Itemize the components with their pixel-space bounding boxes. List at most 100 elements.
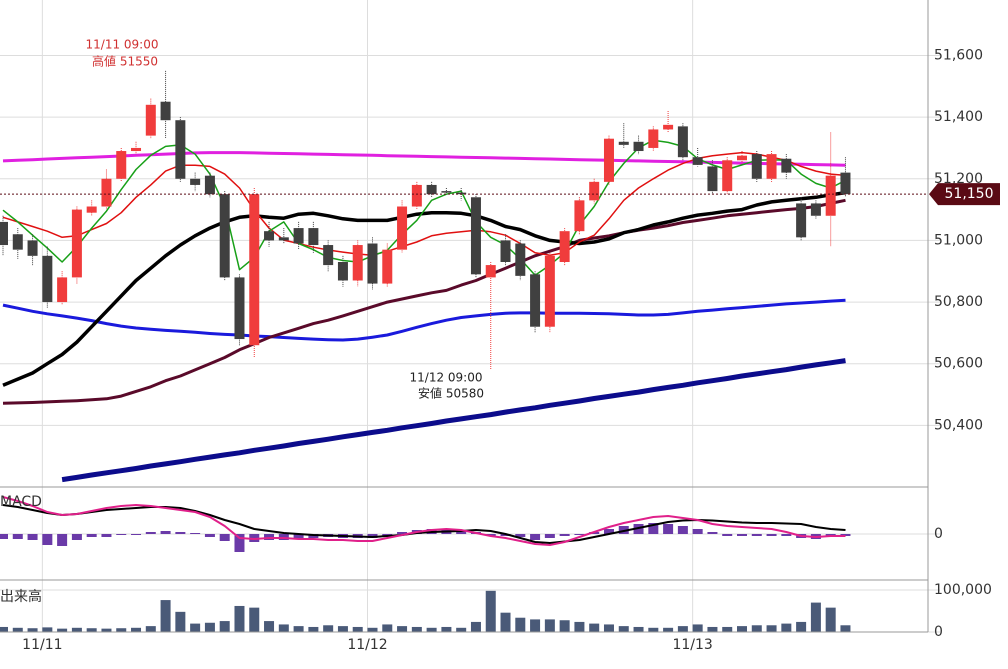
candle-body (219, 194, 230, 278)
volume-bar (131, 627, 142, 632)
volume-bar (707, 626, 718, 632)
macd-histogram-bar (677, 526, 688, 534)
volume-bar (0, 626, 8, 632)
volume-bar (411, 626, 422, 632)
annotation: 11/12 09:00 (410, 371, 483, 385)
macd-histogram-bar (663, 524, 674, 534)
volume-bar (530, 619, 541, 632)
macd-histogram-bar (751, 534, 762, 536)
candle-body (42, 255, 53, 303)
macd-histogram-bar (27, 534, 38, 540)
macd-histogram-bar (737, 534, 747, 536)
candle-body (249, 194, 260, 346)
volume-bar (426, 627, 437, 632)
y-tick-label: 100,000 (934, 582, 992, 598)
macd-title: MACD (0, 494, 42, 510)
macd-line (2, 496, 846, 546)
candle-body (722, 160, 733, 192)
price-panel (0, 70, 928, 483)
annotation: 高値 51550 (92, 54, 158, 69)
candle-body (781, 158, 792, 173)
volume-bar (86, 628, 97, 632)
candle-body (707, 166, 718, 192)
candle-body (530, 274, 541, 327)
volume-bar (337, 626, 348, 632)
candle-body (86, 206, 97, 213)
candle-body (633, 141, 644, 152)
macd-histogram-bar (707, 532, 718, 534)
volume-bar (692, 624, 703, 632)
candle-body (12, 234, 23, 250)
volume-bar (677, 626, 688, 632)
volume-bar (648, 627, 659, 632)
candle-body (308, 228, 319, 246)
volume-bar (500, 612, 511, 632)
candle-body (337, 261, 348, 281)
volume-bar (810, 602, 821, 632)
macd-histogram-bar (71, 534, 82, 540)
x-tick-label: 11/12 (347, 637, 387, 653)
volume-bar (12, 627, 23, 632)
candle-body (663, 124, 674, 130)
volume-bar (367, 627, 378, 632)
volume-bar (278, 624, 289, 632)
grid (0, 0, 940, 633)
annotation: 11/11 09:00 (86, 38, 159, 52)
candle-body (574, 200, 585, 232)
volume-bar (175, 611, 186, 632)
volume-bar (71, 627, 82, 632)
volume-bar (204, 622, 215, 632)
macd-histogram-bar (204, 534, 215, 537)
candle-body (116, 151, 127, 179)
ma-line (2, 151, 846, 256)
y-tick-label: 50,800 (934, 294, 983, 310)
candle-body (470, 197, 481, 275)
volume-bar (219, 621, 230, 632)
candle-body (840, 172, 851, 195)
ma-line (61, 358, 846, 483)
candle-body (559, 231, 570, 262)
volume-bar (485, 590, 496, 632)
macd-histogram-bar (781, 534, 792, 536)
macd-histogram-bar (648, 523, 659, 534)
candle-body (367, 243, 378, 284)
y-tick-label: 50,600 (934, 356, 983, 372)
candle-body (544, 255, 555, 327)
candle-body (751, 154, 762, 179)
volume-bar (618, 626, 629, 632)
macd-histogram-bar (692, 529, 703, 534)
labels: MACD 出来高 11/11 09:00 高値 51550 11/12 09:0… (0, 38, 484, 606)
volume-bar (441, 626, 452, 632)
volume-bar (825, 607, 836, 632)
candle-body (175, 120, 186, 179)
volume-bar (145, 626, 156, 632)
candle-body (397, 206, 408, 250)
ma-line (2, 298, 846, 342)
volume-bar (323, 625, 334, 632)
candle-body (264, 231, 275, 241)
volume-bar (470, 621, 481, 632)
macd-histogram-bar (160, 531, 171, 534)
volume-bar (544, 619, 555, 632)
candle-body (485, 265, 496, 278)
macd-histogram-bar (101, 534, 112, 537)
ma-line (2, 139, 846, 276)
macd-histogram-bar (530, 534, 541, 540)
macd-histogram-bar (57, 534, 68, 546)
x-tick-label: 11/13 (672, 637, 712, 653)
candle-body (796, 203, 807, 238)
volume-bar (589, 623, 600, 632)
macd-histogram-bar (219, 534, 230, 541)
candle-body (825, 175, 836, 216)
candle-body (131, 147, 142, 152)
macd-histogram-bar (131, 534, 142, 535)
candle-body (589, 181, 600, 201)
candle-body (766, 154, 777, 179)
macd-histogram-bar (397, 532, 408, 534)
candle-body (500, 240, 511, 262)
volume-bar (160, 600, 171, 632)
candle-body (677, 126, 688, 158)
candle-body (515, 243, 526, 276)
macd-histogram-bar (515, 534, 526, 537)
